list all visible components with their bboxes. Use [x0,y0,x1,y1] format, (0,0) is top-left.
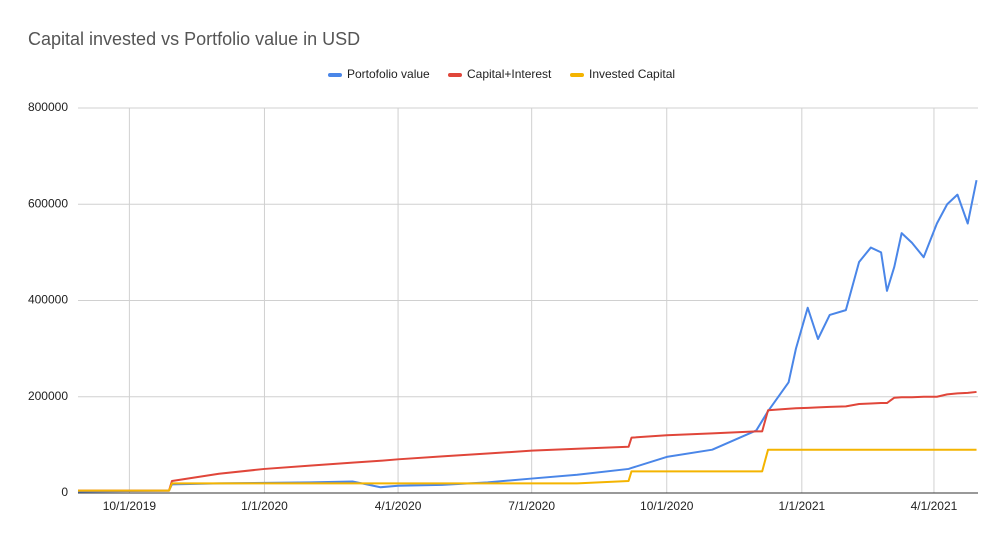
x-tick-label: 10/1/2019 [103,499,157,513]
y-tick-label: 0 [61,485,68,499]
x-tick-label: 7/1/2020 [508,499,555,513]
legend-label: Invested Capital [589,67,675,81]
series-line [77,179,978,493]
y-tick-label: 800000 [28,100,68,114]
x-tick-label: 4/1/2020 [375,499,422,513]
legend-label: Portofolio value [347,67,430,81]
chart-title: Capital invested vs Portfolio value in U… [28,29,360,49]
series-line [78,390,977,492]
legend-label: Capital+Interest [467,67,552,81]
y-tick-label: 400000 [28,293,68,307]
x-tick-label: 4/1/2021 [911,499,958,513]
x-tick-label: 1/1/2021 [778,499,825,513]
series-line [78,448,977,492]
y-tick-label: 600000 [28,196,68,210]
x-tick-label: 10/1/2020 [640,499,694,513]
x-tick-label: 1/1/2020 [241,499,288,513]
y-tick-label: 200000 [28,389,68,403]
